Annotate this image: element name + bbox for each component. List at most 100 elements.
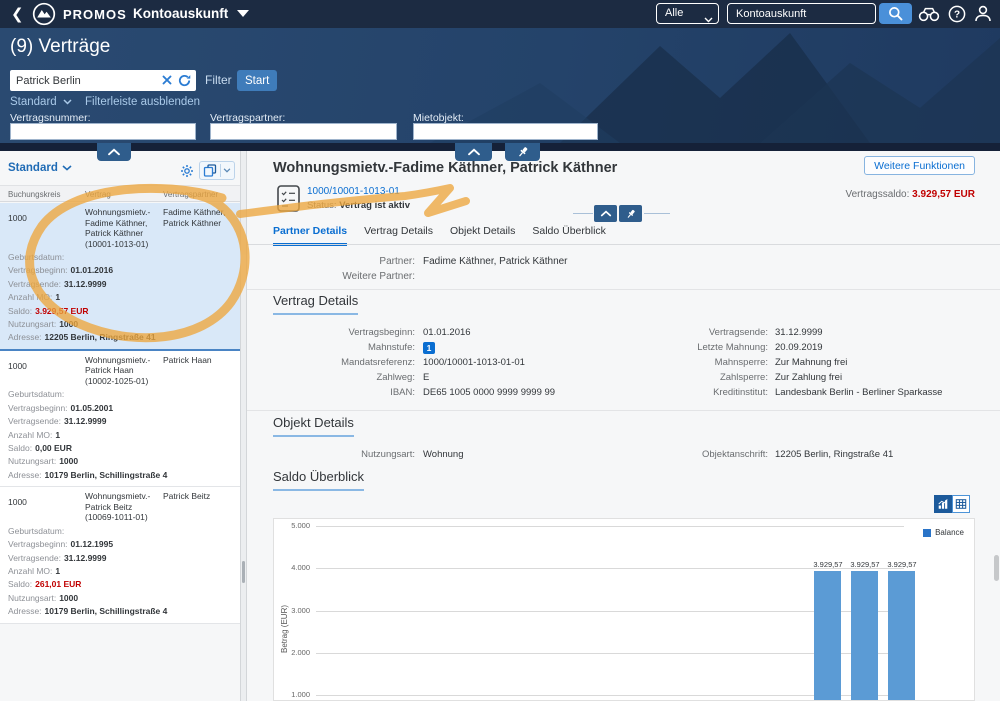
detail-label: Geburtsdatum:: [8, 251, 64, 264]
chart-y-tick: 5.000: [274, 521, 310, 530]
app-window: ❮ PROMOS Kontoauskunft Alle ?: [0, 0, 1000, 701]
pin-header-button[interactable]: [505, 143, 540, 161]
field-value: 31.12.9999: [775, 327, 823, 338]
panel-splitter[interactable]: [240, 151, 247, 701]
contract-icon: [277, 185, 300, 217]
field-value: E: [423, 372, 429, 383]
tab-saldo-ueberblick[interactable]: Saldo Überblick: [532, 225, 606, 246]
svg-text:?: ?: [954, 9, 960, 20]
detail-label: Geburtsdatum:: [8, 525, 64, 538]
detail-value: 1: [55, 565, 60, 578]
detail-label: Adresse:: [8, 331, 42, 344]
field-label: Zahlsperre:: [627, 372, 768, 383]
chart-plot: 5.0004.0003.0002.0001.0003.929,573.929,5…: [274, 519, 974, 700]
scope-select[interactable]: Alle: [656, 3, 719, 24]
app-title[interactable]: Kontoauskunft: [133, 6, 228, 21]
detail-value: 1: [55, 291, 60, 304]
chart-view-button[interactable]: [934, 495, 952, 513]
detail-label: Vertragsbeginn:: [8, 538, 68, 551]
promos-logo-icon: [32, 2, 56, 26]
detail-label: Anzahl MO:: [8, 565, 52, 578]
field-label: Mandatsreferenz:: [273, 357, 415, 368]
contract-list-item[interactable]: 1000 Wohnungsmietv.-Patrick Haan (10002-…: [0, 351, 240, 487]
collapse-object-header-button[interactable]: [594, 205, 617, 222]
col-vertrag: Vertrag: [85, 190, 111, 199]
item-buchungskreis: 1000: [8, 207, 85, 249]
field-label: Zahlweg:: [273, 372, 415, 383]
detail-label: Adresse:: [8, 605, 42, 618]
col-buchungskreis: Buchungskreis: [8, 190, 60, 199]
list-variant-select[interactable]: Standard: [8, 162, 72, 174]
vertragspartner-input[interactable]: [210, 123, 397, 140]
help-icon[interactable]: ?: [946, 3, 968, 24]
app-title-dropdown-icon[interactable]: [237, 10, 249, 17]
divider: [247, 410, 1000, 411]
detail-label: Geburtsdatum:: [8, 388, 64, 401]
list-search-input[interactable]: [10, 70, 166, 91]
detail-value: 1000: [59, 592, 78, 605]
top-bar: ❮ PROMOS Kontoauskunft Alle ?: [0, 0, 1000, 28]
chevron-up-icon: [107, 148, 121, 156]
hide-filterbar-link[interactable]: Filterleiste ausblenden: [85, 96, 200, 108]
detail-value: 10179 Berlin, Schillingstraße 4: [45, 605, 168, 618]
field-label: Vertragsbeginn:: [273, 327, 415, 338]
table-icon: [955, 498, 967, 510]
detail-label: Vertragsbeginn:: [8, 402, 68, 415]
pin-object-header-button[interactable]: [619, 205, 642, 222]
detail-value: 31.12.9999: [64, 552, 107, 565]
item-buchungskreis: 1000: [8, 491, 85, 523]
vertragsnummer-input[interactable]: [10, 123, 196, 140]
divider: [220, 164, 221, 177]
chart-gridline: [316, 526, 904, 527]
chart-bar-label: 3.929,57: [882, 560, 922, 569]
table-view-button[interactable]: [952, 495, 970, 513]
list-search-field: [10, 70, 196, 91]
chart-table-toggle: [934, 495, 970, 513]
chevron-down-icon: [63, 99, 72, 105]
item-vertrag: Wohnungsmietv.-Patrick Haan (10002-1025-…: [85, 355, 163, 387]
field-value: Zur Zahlung frei: [775, 372, 842, 383]
item-vertrag: Wohnungsmietv.-Patrick Beitz (10069-1011…: [85, 491, 163, 523]
settings-gear-icon[interactable]: [180, 164, 194, 178]
field-value: 12205 Berlin, Ringstraße 41: [775, 449, 893, 460]
contract-list-item[interactable]: 1000 Wohnungsmietv.-Fadime Käthner, Patr…: [0, 203, 240, 351]
detail-value: 31.12.9999: [64, 415, 107, 428]
detail-label: Nutzungsart:: [8, 592, 56, 605]
detail-value: 01.12.1995: [71, 538, 114, 551]
search-button[interactable]: [879, 3, 912, 24]
field-label: Nutzungsart:: [273, 449, 415, 460]
user-icon[interactable]: [971, 3, 995, 24]
detail-label: Anzahl MO:: [8, 429, 52, 442]
bar-chart-icon: [937, 498, 949, 510]
variant-select-link[interactable]: Standard: [10, 96, 72, 108]
tab-partner-details[interactable]: Partner Details: [273, 225, 347, 246]
collapse-header-button[interactable]: [455, 143, 492, 161]
tab-objekt-details[interactable]: Objekt Details: [450, 225, 515, 246]
more-functions-button[interactable]: Weitere Funktionen: [864, 156, 975, 175]
mietobjekt-input[interactable]: [413, 123, 598, 140]
detail-label: Vertragsbeginn:: [8, 264, 68, 277]
scrollbar-thumb[interactable]: [994, 555, 999, 581]
global-search-input[interactable]: [727, 3, 876, 24]
field-value: Fadime Käthner, Patrick Käthner: [423, 256, 568, 267]
export-split-button[interactable]: [199, 161, 235, 180]
detail-value-saldo: 0,00 EUR: [35, 442, 72, 455]
collapse-list-button[interactable]: [97, 143, 131, 161]
field-value: Zur Mahnung frei: [775, 357, 847, 368]
field-label: Vertragsende:: [627, 327, 768, 338]
binoculars-icon[interactable]: [916, 3, 942, 24]
chevron-up-icon: [467, 148, 481, 156]
detail-value: 1000: [59, 318, 78, 331]
contract-list-item[interactable]: 1000 Wohnungsmietv.-Patrick Beitz (10069…: [0, 487, 240, 623]
field-value: 20.09.2019: [775, 342, 823, 353]
search-icon: [888, 6, 903, 21]
start-button[interactable]: Start: [237, 70, 277, 91]
clear-icon[interactable]: [160, 73, 174, 87]
tab-vertrag-details[interactable]: Vertrag Details: [364, 225, 433, 246]
back-icon[interactable]: ❮: [11, 5, 24, 23]
contract-number-link[interactable]: 1000/10001-1013-01: [307, 186, 400, 197]
field-label: Mahnstufe:: [273, 342, 415, 353]
refresh-icon[interactable]: [177, 73, 192, 88]
splitter-grip[interactable]: [242, 561, 245, 583]
detail-value: 01.01.2016: [71, 264, 114, 277]
